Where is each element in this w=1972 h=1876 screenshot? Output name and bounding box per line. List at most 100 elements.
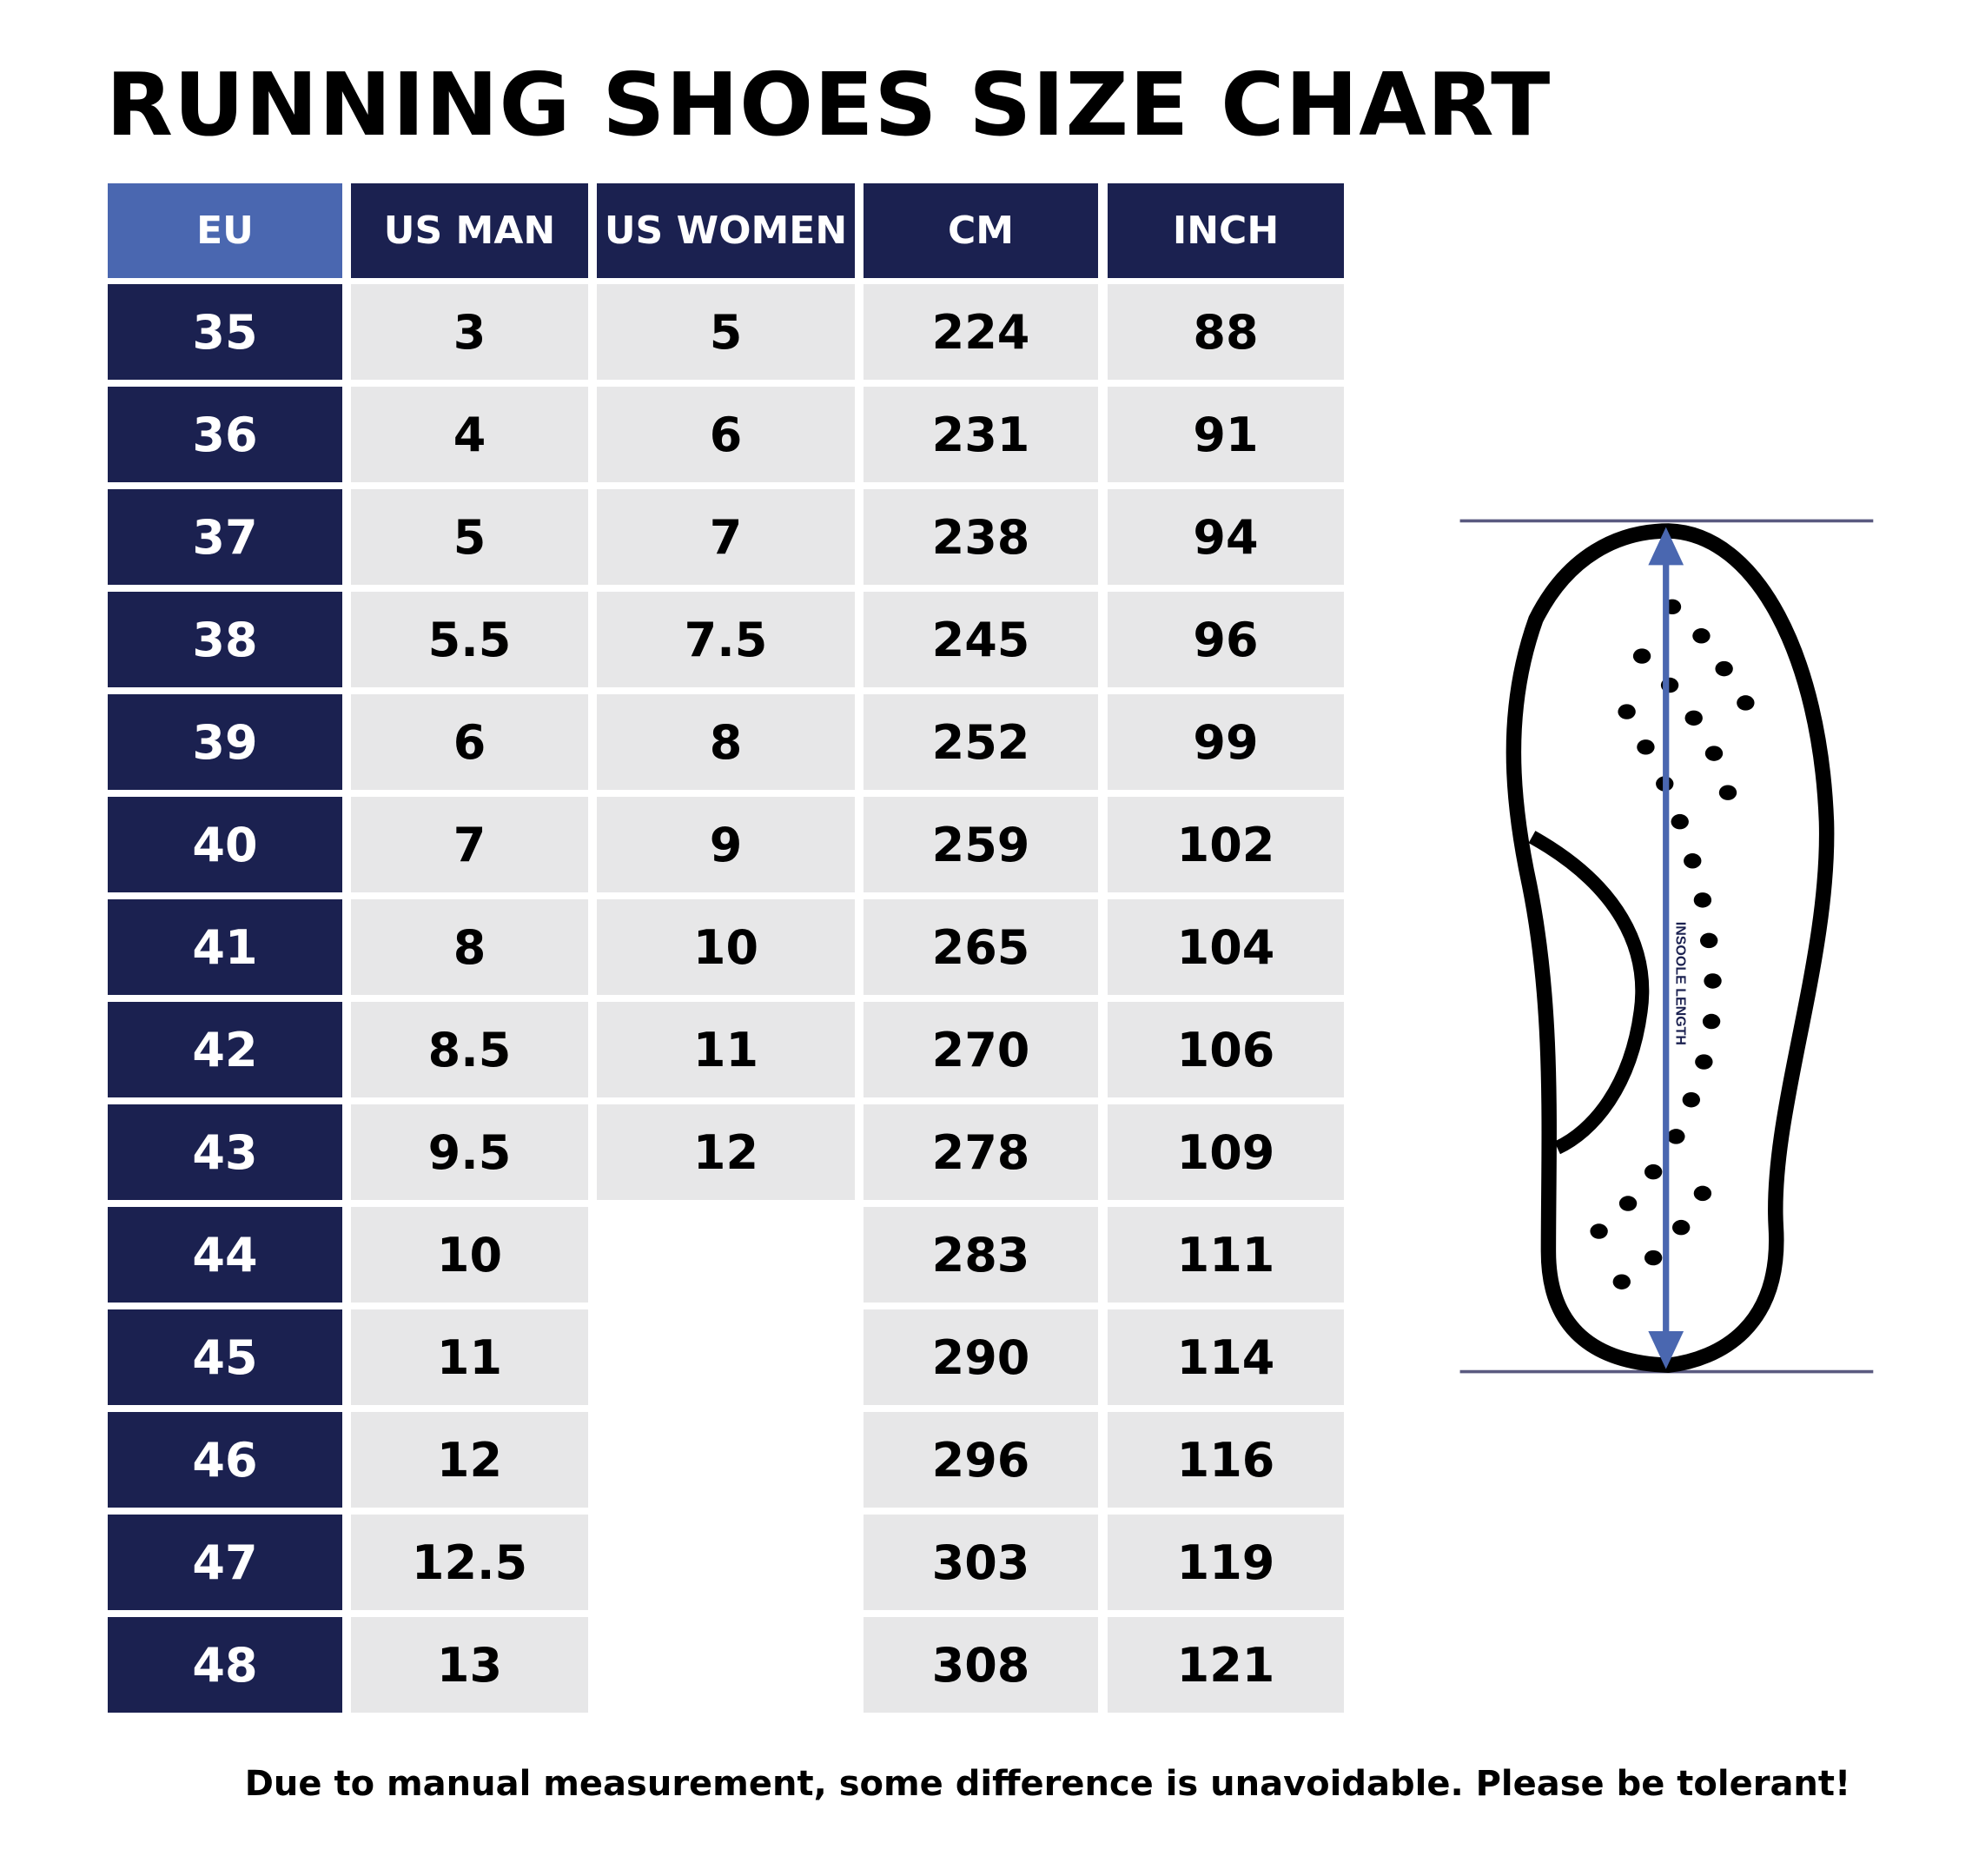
disclaimer: Due to manual measurement, some differen… bbox=[244, 1764, 1851, 1804]
cell-cm: 231 bbox=[864, 387, 1098, 482]
cell-inch: 96 bbox=[1108, 592, 1344, 687]
cell-us-man: 3 bbox=[351, 284, 588, 380]
cell-us-man: 12 bbox=[351, 1412, 588, 1508]
cell-inch: 121 bbox=[1108, 1617, 1344, 1713]
insole-dot bbox=[1704, 746, 1724, 761]
cell-eu: 48 bbox=[108, 1617, 342, 1713]
cell-eu: 39 bbox=[108, 694, 342, 790]
insole-dot bbox=[1692, 628, 1711, 644]
cell-us-man: 13 bbox=[351, 1617, 588, 1713]
insole-dot bbox=[1618, 704, 1636, 719]
cell-eu: 45 bbox=[108, 1309, 342, 1405]
cell-us-man: 5.5 bbox=[351, 592, 588, 687]
cell-us-women: 6 bbox=[597, 387, 855, 482]
insole-dot bbox=[1637, 739, 1655, 755]
cell-inch: 116 bbox=[1108, 1412, 1344, 1508]
cell-cm: 238 bbox=[864, 489, 1098, 585]
cell-inch: 109 bbox=[1108, 1104, 1344, 1200]
cell-us-women: 8 bbox=[597, 694, 855, 790]
insole-dot bbox=[1699, 932, 1718, 949]
insole-dot bbox=[1715, 660, 1733, 677]
insole-outline-icon bbox=[1505, 523, 1835, 1373]
cell-cm: 308 bbox=[864, 1617, 1098, 1713]
cell-us-women: 12 bbox=[597, 1104, 855, 1200]
cell-us-man: 10 bbox=[351, 1207, 588, 1303]
cell-us-women: 11 bbox=[597, 1002, 855, 1097]
insole-dot bbox=[1644, 1250, 1663, 1266]
header-inch: INCH bbox=[1108, 183, 1344, 278]
insole-dot bbox=[1704, 973, 1722, 989]
cell-cm: 283 bbox=[864, 1207, 1098, 1303]
cell-eu: 36 bbox=[108, 387, 342, 482]
insole-dot bbox=[1671, 813, 1689, 830]
cell-us-man: 5 bbox=[351, 489, 588, 585]
arrow-up-icon bbox=[1648, 527, 1684, 566]
cell-eu: 42 bbox=[108, 1002, 342, 1097]
insole-dot bbox=[1618, 1196, 1638, 1211]
cell-eu: 47 bbox=[108, 1515, 342, 1610]
insole-dot bbox=[1718, 785, 1737, 800]
cell-cm: 296 bbox=[864, 1412, 1098, 1508]
cell-cm: 259 bbox=[864, 797, 1098, 892]
insole-dot bbox=[1684, 710, 1703, 726]
cell-cm: 252 bbox=[864, 694, 1098, 790]
insole-length-label: INSOOLE LENGTH bbox=[1672, 922, 1687, 1045]
cell-inch: 99 bbox=[1108, 694, 1344, 790]
insole-dot bbox=[1695, 1054, 1713, 1070]
cell-eu: 43 bbox=[108, 1104, 342, 1200]
cell-us-women: 7.5 bbox=[597, 592, 855, 687]
cell-eu: 44 bbox=[108, 1207, 342, 1303]
cell-inch: 114 bbox=[1108, 1309, 1344, 1405]
insole-dot bbox=[1682, 1091, 1700, 1108]
cell-cm: 303 bbox=[864, 1515, 1098, 1610]
cell-eu: 41 bbox=[108, 899, 342, 995]
insole-dot bbox=[1693, 1185, 1712, 1202]
page-title: RUNNING SHOES SIZE CHART bbox=[106, 54, 1552, 156]
cell-eu: 38 bbox=[108, 592, 342, 687]
cell-us-man: 8 bbox=[351, 899, 588, 995]
header-eu: EU bbox=[108, 183, 342, 278]
header-cm: CM bbox=[864, 183, 1098, 278]
cell-us-women: 7 bbox=[597, 489, 855, 585]
cell-us-man: 12.5 bbox=[351, 1515, 588, 1610]
cell-cm: 270 bbox=[864, 1002, 1098, 1097]
cell-us-women: 9 bbox=[597, 797, 855, 892]
header-us-women: US WOMEN bbox=[597, 183, 855, 278]
insole-dot bbox=[1684, 853, 1702, 869]
cell-us-man: 9.5 bbox=[351, 1104, 588, 1200]
cell-eu: 40 bbox=[108, 797, 342, 892]
cell-inch: 119 bbox=[1108, 1515, 1344, 1610]
cell-us-man: 11 bbox=[351, 1309, 588, 1405]
cell-us-man: 4 bbox=[351, 387, 588, 482]
cell-cm: 245 bbox=[864, 592, 1098, 687]
insole-dot bbox=[1644, 1163, 1663, 1180]
cell-inch: 106 bbox=[1108, 1002, 1344, 1097]
arch-line bbox=[1528, 831, 1650, 1155]
insole-dot bbox=[1590, 1223, 1608, 1239]
arrow-down-icon bbox=[1648, 1330, 1684, 1369]
cell-inch: 88 bbox=[1108, 284, 1344, 380]
cell-us-man: 7 bbox=[351, 797, 588, 892]
cell-us-women: 5 bbox=[597, 284, 855, 380]
insole-dot bbox=[1632, 648, 1651, 664]
header-us-man: US MAN bbox=[351, 183, 588, 278]
insole-dot bbox=[1671, 1219, 1691, 1236]
cell-us-women: 10 bbox=[597, 899, 855, 995]
cell-inch: 104 bbox=[1108, 899, 1344, 995]
cell-us-man: 6 bbox=[351, 694, 588, 790]
insole-dot bbox=[1693, 892, 1712, 908]
cell-cm: 278 bbox=[864, 1104, 1098, 1200]
cell-eu: 46 bbox=[108, 1412, 342, 1508]
cell-cm: 224 bbox=[864, 284, 1098, 380]
insole-dot bbox=[1702, 1013, 1721, 1030]
insole-dot bbox=[1737, 695, 1755, 711]
insole-dot bbox=[1667, 1129, 1685, 1144]
cell-eu: 35 bbox=[108, 284, 342, 380]
insole-dot bbox=[1612, 1274, 1631, 1289]
cell-inch: 91 bbox=[1108, 387, 1344, 482]
cell-inch: 111 bbox=[1108, 1207, 1344, 1303]
cell-inch: 102 bbox=[1108, 797, 1344, 892]
cell-us-man: 8.5 bbox=[351, 1002, 588, 1097]
cell-cm: 265 bbox=[864, 899, 1098, 995]
